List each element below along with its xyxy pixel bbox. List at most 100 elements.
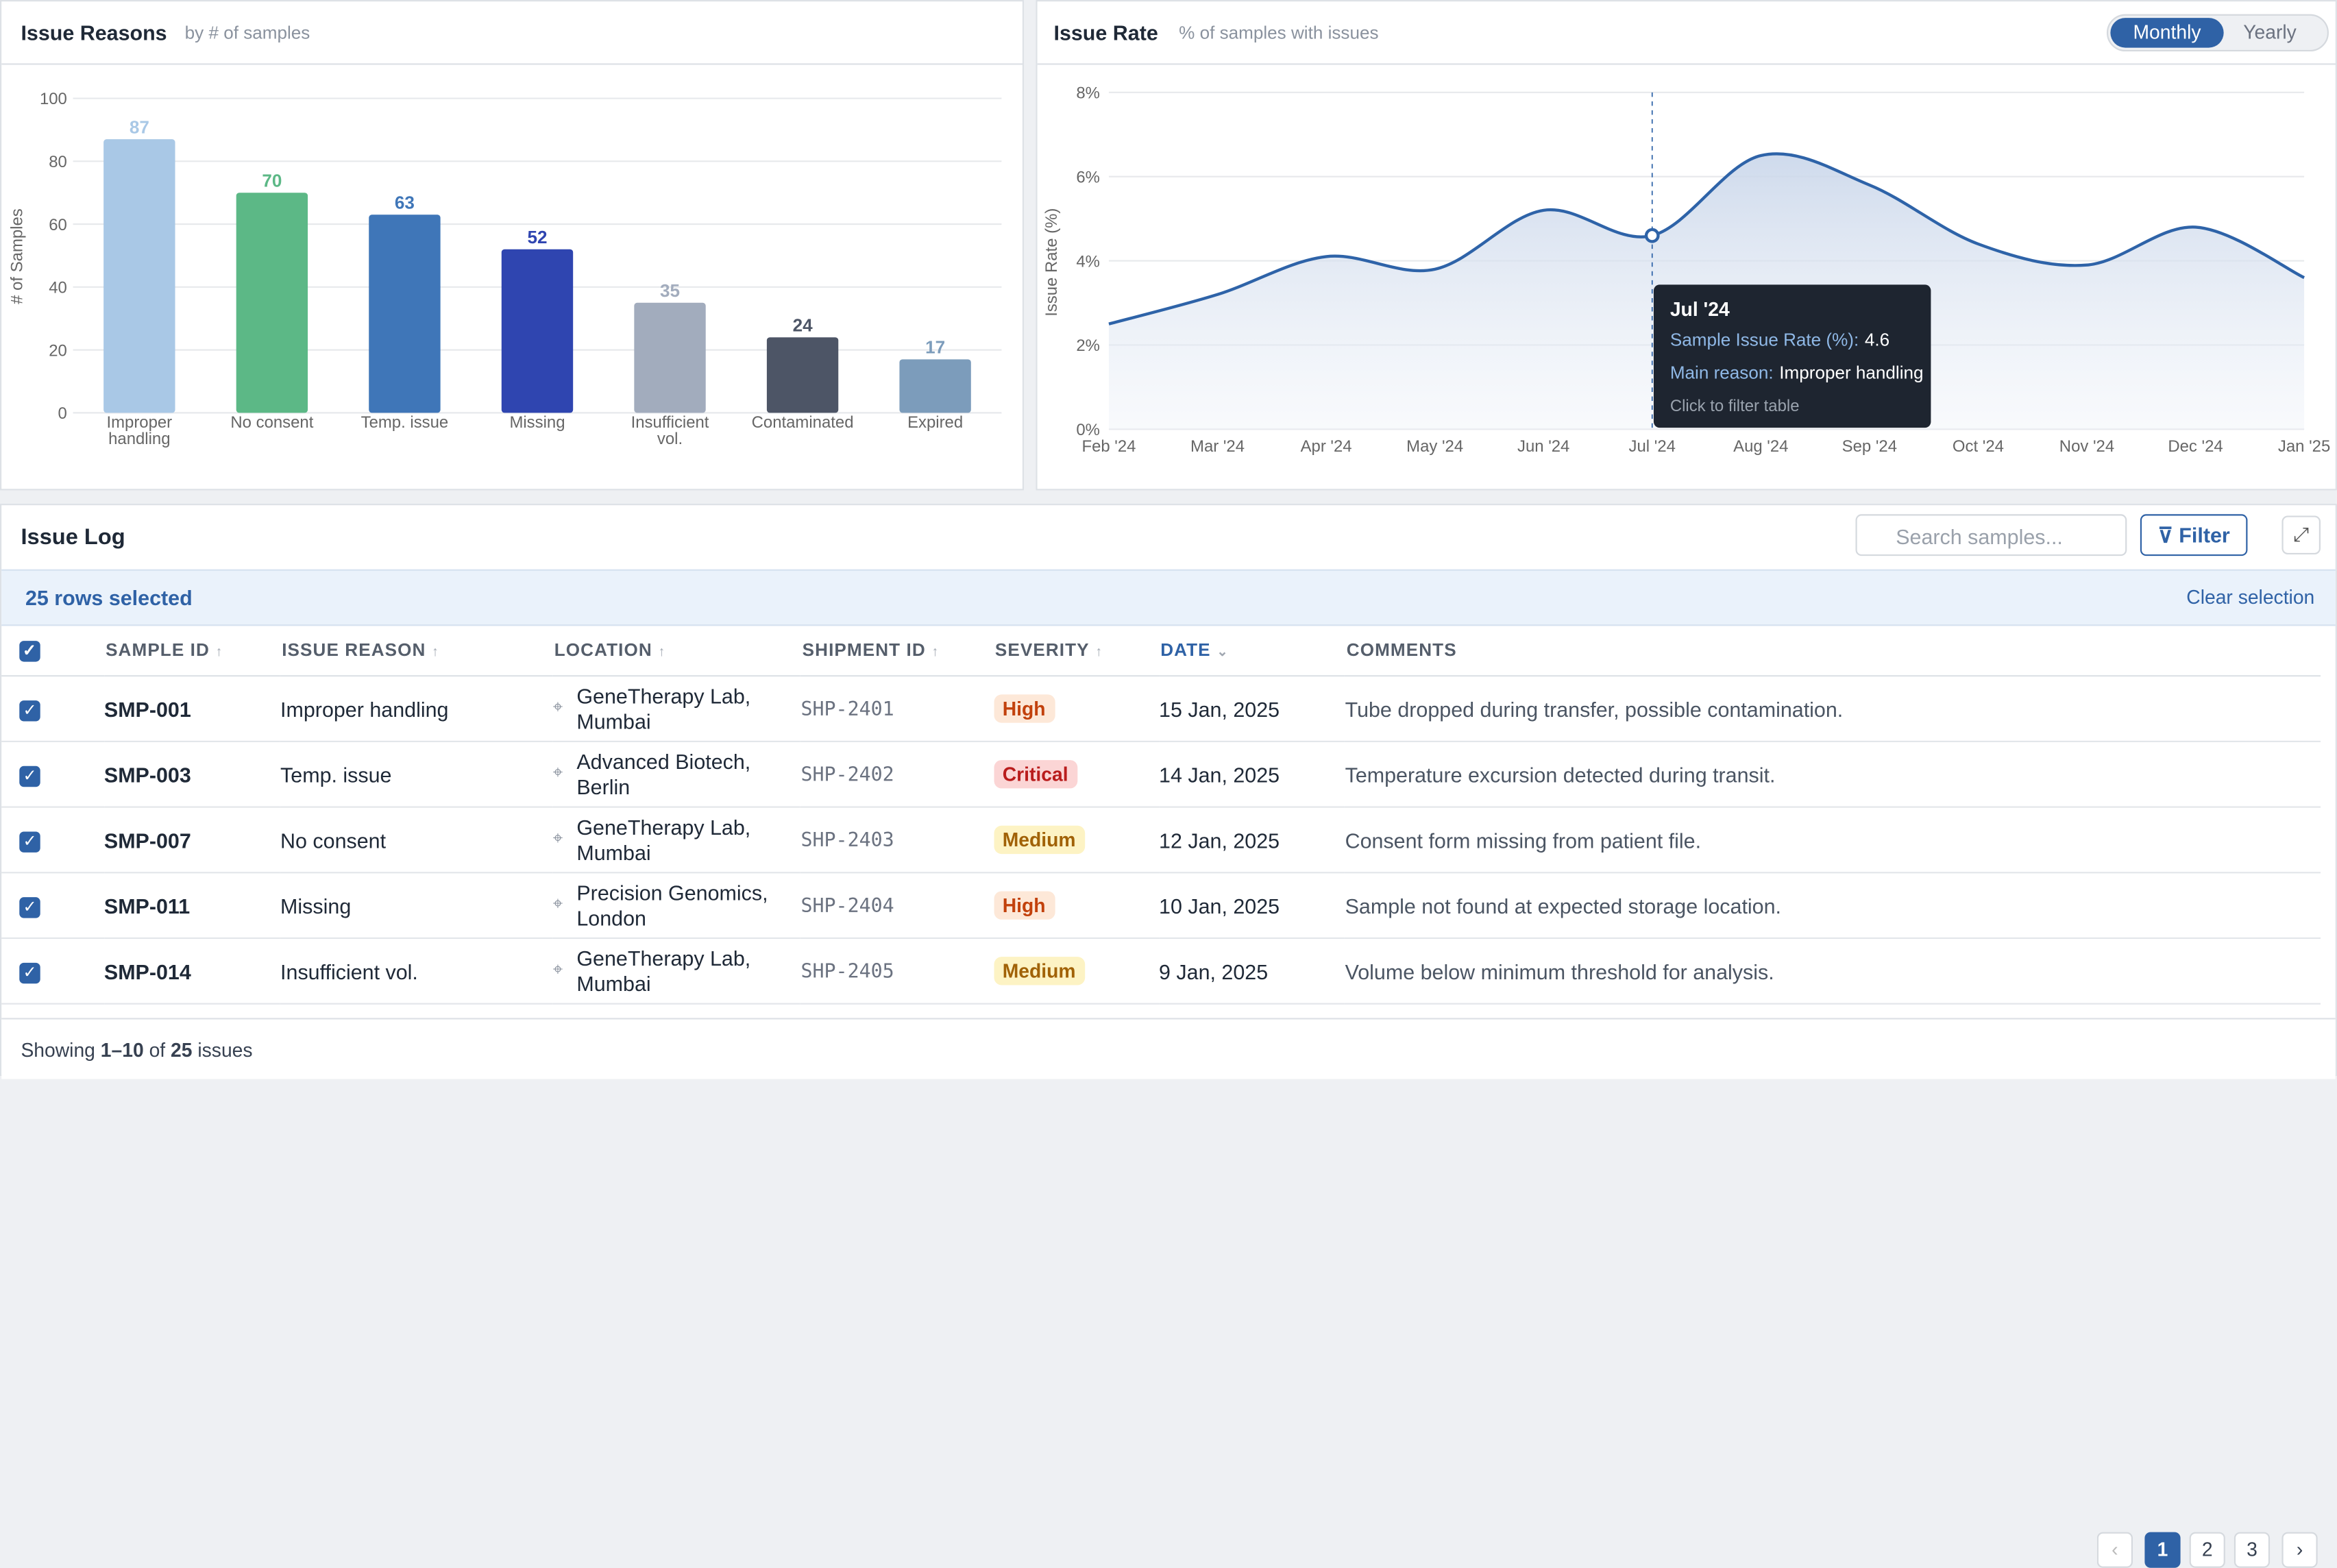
reason: Missing <box>280 893 352 918</box>
cell: ✓ <box>1 807 104 874</box>
data-label: 52 <box>527 227 547 247</box>
cell: No consent <box>280 807 553 874</box>
x-tick-label: Jun '24 <box>1517 437 1569 456</box>
column-header[interactable]: ISSUE REASON ↑ <box>280 624 553 677</box>
page-button[interactable]: 2 <box>2189 1532 2225 1568</box>
toggle-monthly[interactable]: Monthly <box>2133 21 2202 43</box>
column-header[interactable]: DATE ⌄ <box>1159 624 1345 677</box>
sort-icon: ↑ <box>658 644 666 659</box>
cell: SMP-007 <box>103 807 281 874</box>
table-row[interactable]: ✓ SMP-003 Temp. issue ⌖ Advanced Biotech, Be… <box>1 741 2321 808</box>
x-tick-label: Missing <box>509 413 565 432</box>
cell: ⌖ Advanced Biotech, Berlin <box>552 741 801 808</box>
y-tick-label: 6% <box>1076 168 1100 186</box>
bar <box>103 139 175 413</box>
cell: Volume below minimum threshold for analy… <box>1345 938 2321 1005</box>
y-tick-label: 60 <box>49 216 67 234</box>
x-tick-label: No consent <box>230 413 313 432</box>
next-page[interactable]: › <box>2281 1532 2318 1568</box>
bar <box>766 337 839 413</box>
pin-icon: ⌖ <box>552 958 563 979</box>
reason: No consent <box>280 828 387 852</box>
cell: Sample not found at expected storage loc… <box>1345 872 2321 940</box>
issue-log: Issue Log Search samples... ⊽ Filter ⤢ 2… <box>0 504 2337 1568</box>
column-header[interactable]: SHIPMENT ID ↑ <box>800 624 994 677</box>
data-label: 87 <box>130 117 149 137</box>
comment: Tube dropped during transfer, possible c… <box>1345 696 1844 721</box>
y-tick-label: 8% <box>1076 84 1100 103</box>
checkbox[interactable]: ✓ <box>19 700 40 722</box>
checkbox[interactable]: ✓ <box>19 897 40 918</box>
sort-icon: ↑ <box>931 644 940 659</box>
y-tick-label: 80 <box>49 153 67 171</box>
footer-total: 25 <box>171 1038 193 1062</box>
search-box[interactable]: Search samples... <box>1855 514 2127 556</box>
y-axis-label: Issue Rate (%) <box>1042 208 1061 317</box>
table-row[interactable]: ✓ SMP-011 Missing ⌖ Precision Genomics, Lond… <box>1 872 2321 940</box>
hover-point <box>1644 228 1660 243</box>
toggle-active[interactable] <box>2110 18 2224 48</box>
toggle-yearly[interactable]: Yearly <box>2243 21 2297 43</box>
cell: 14 Jan, 2025 <box>1159 741 1345 808</box>
checkbox[interactable]: ✓ <box>19 831 40 853</box>
page-button[interactable]: 1 <box>2144 1532 2181 1568</box>
expand-button[interactable]: ⤢ <box>2281 515 2321 554</box>
reason: Temp. issue <box>280 762 392 787</box>
cell: Insufficient vol. <box>280 938 553 1005</box>
date: 12 Jan, 2025 <box>1159 828 1280 852</box>
chart-title: Issue Reasons <box>21 22 167 45</box>
bar <box>501 249 574 413</box>
table-footer: Showing 1–10 of 25 issues <box>1 1018 2336 1079</box>
column-header[interactable]: LOCATION ↑ <box>552 624 801 677</box>
cell: Temperature excursion detected during tr… <box>1345 741 2321 808</box>
comment: Volume below minimum threshold for analy… <box>1345 959 1774 983</box>
y-tick-label: 40 <box>49 279 67 297</box>
page-button[interactable]: 3 <box>2234 1532 2271 1568</box>
chart-subtitle: by # of samples <box>185 23 310 43</box>
date: 15 Jan, 2025 <box>1159 696 1280 721</box>
checkbox[interactable]: ✓ <box>19 765 40 787</box>
column-header[interactable]: SEVERITY ↑ <box>993 624 1160 677</box>
checkbox[interactable]: ✓ <box>19 962 40 984</box>
checkbox[interactable]: ✓ <box>19 640 40 661</box>
cell: ✓ <box>1 741 104 808</box>
filter-button[interactable]: ⊽ Filter <box>2140 514 2248 556</box>
bar <box>634 302 706 413</box>
column-header[interactable]: SAMPLE ID ↑ <box>103 624 281 677</box>
data-label: 63 <box>395 193 415 213</box>
prev-page[interactable]: ‹ <box>2096 1532 2133 1568</box>
column-label: SAMPLE ID <box>106 639 210 661</box>
clear-selection[interactable]: Clear selection <box>2186 585 2315 609</box>
tooltip[interactable]: Jul '24 Sample Issue Rate (%): 4.6 Main rea… <box>1653 284 1931 428</box>
header-row: ✓ SAMPLE ID ↑ ISSUE REASON ↑ LOCATION ↑ SHIPMEN… <box>1 624 2321 677</box>
cell: 9 Jan, 2025 <box>1159 938 1345 1005</box>
column-header[interactable]: COMMENTS <box>1345 624 2321 677</box>
x-tick-label: Nov '24 <box>2059 437 2114 456</box>
footer-text: Showing 1–10 of 25 issues <box>21 1039 252 1062</box>
footer-suffix: issues <box>197 1038 253 1062</box>
sort-icon: ↑ <box>432 644 440 659</box>
bar <box>899 359 971 413</box>
y-tick-label: 4% <box>1076 252 1100 271</box>
x-tick-label: Contaminated <box>752 413 854 432</box>
location: GeneTherapy Lab, Mumbai <box>576 683 751 733</box>
date: 9 Jan, 2025 <box>1159 959 1269 983</box>
table-row[interactable]: ✓ SMP-001 Improper handling ⌖ GeneTherapy La… <box>1 676 2321 743</box>
cell: Tube dropped during transfer, possible c… <box>1345 676 2321 743</box>
comment: Consent form missing from patient file. <box>1345 828 1702 852</box>
table-row[interactable]: ✓ SMP-014 Insufficient vol. ⌖ GeneTherapy La… <box>1 938 2321 1005</box>
search-placeholder: Search samples... <box>1896 524 2063 549</box>
pin-icon: ⌖ <box>552 826 563 848</box>
x-tick-label: Apr '24 <box>1301 437 1352 456</box>
cell: SMP-011 <box>103 872 281 940</box>
x-tick-label: Improper handling <box>106 413 172 448</box>
y-tick-label: 20 <box>49 341 67 360</box>
line-card: Issue Rate % of samples with issues Mont… <box>1036 0 2337 491</box>
cell: Medium <box>993 807 1160 874</box>
selection-bar: 25 rows selected Clear selection <box>1 569 2336 626</box>
table-row[interactable]: ✓ SMP-007 No consent ⌖ GeneTherapy Lab, Mumb… <box>1 807 2321 874</box>
chart-title: Issue Rate <box>1054 22 1158 45</box>
cell: 15 Jan, 2025 <box>1159 676 1345 743</box>
x-tick-label: Dec '24 <box>2168 437 2223 456</box>
